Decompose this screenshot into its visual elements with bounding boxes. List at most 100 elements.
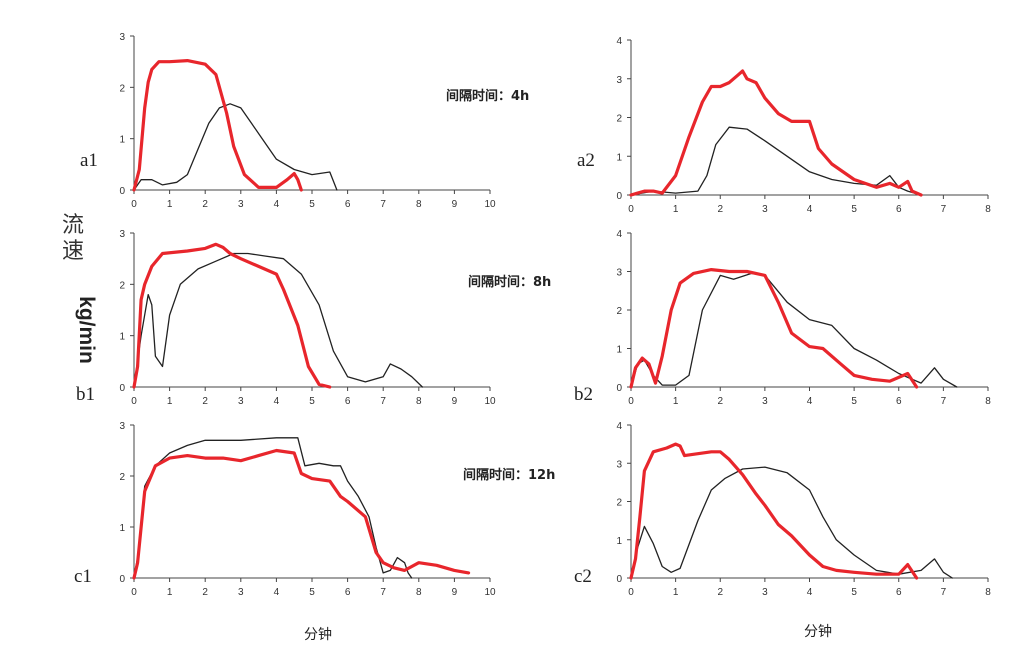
- x-axis-title-right: 分钟: [804, 623, 832, 640]
- x-tick-label: 0: [628, 396, 634, 407]
- x-tick-label: 2: [717, 587, 723, 598]
- panel-label-c1: c1: [74, 566, 92, 587]
- series-line-red: [132, 242, 332, 389]
- x-tick-label: 6: [345, 199, 351, 210]
- y-tick-label: 4: [616, 229, 622, 240]
- panel-label-a2: a2: [577, 150, 595, 171]
- panel-a1: 0 1 2 3 4 5 6 7 8 9 10 0 1 2 3 a1: [80, 32, 496, 210]
- x-tick-label: 2: [717, 396, 723, 407]
- y-title-char-2: 速: [62, 239, 84, 264]
- x-tick-label: 6: [896, 587, 902, 598]
- y-tick-label: 3: [119, 421, 125, 432]
- x-tick-label: 10: [484, 199, 496, 210]
- panel-label-b2: b2: [574, 384, 593, 405]
- x-tick-label: 6: [345, 587, 351, 598]
- x-tick-label: 7: [941, 587, 947, 598]
- x-axis-title-left: 分钟: [304, 626, 332, 643]
- y-tick-label: 3: [616, 75, 622, 86]
- panel-b1: 0 1 2 3 4 5 6 7 8 9 10 0 1 2 3 b1: [76, 229, 496, 407]
- series-line-black: [630, 272, 958, 388]
- x-tick-label: 2: [202, 587, 208, 598]
- x-tick-label: 0: [131, 199, 137, 210]
- x-tick-label: 6: [896, 204, 902, 215]
- x-tick-label: 6: [896, 396, 902, 407]
- series-line-red: [629, 69, 923, 197]
- y-tick-label: 1: [119, 523, 125, 534]
- x-tick-label: 3: [762, 587, 768, 598]
- x-tick-label: 2: [202, 199, 208, 210]
- y-tick-label: 3: [616, 459, 622, 470]
- x-tick-label: 5: [851, 396, 857, 407]
- x-tick-label: 0: [131, 587, 137, 598]
- x-tick-label: 5: [309, 396, 315, 407]
- x-tick-label: 0: [628, 587, 634, 598]
- x-tick-label: 5: [309, 199, 315, 210]
- x-tick-label: 8: [985, 587, 991, 598]
- y-tick-label: 3: [616, 268, 622, 279]
- interval-label-4h: 间隔时间：4h: [446, 88, 529, 104]
- x-tick-label: 1: [167, 199, 173, 210]
- x-tick-label: 4: [274, 396, 280, 407]
- y-tick-label: 1: [119, 135, 125, 146]
- x-tick-label: 10: [484, 587, 496, 598]
- y-tick-label: 4: [616, 36, 622, 47]
- panel-label-b1: b1: [76, 384, 95, 405]
- x-tick-label: 7: [380, 587, 386, 598]
- x-tick-label: 3: [762, 396, 768, 407]
- x-tick-label: 5: [309, 587, 315, 598]
- x-tick-label: 1: [673, 396, 679, 407]
- y-tick-label: 2: [119, 83, 125, 94]
- x-tick-label: 5: [851, 204, 857, 215]
- x-tick-label: 4: [807, 587, 813, 598]
- interval-label-8h: 间隔时间：8h: [468, 274, 551, 290]
- x-tick-label: 3: [238, 199, 244, 210]
- x-tick-label: 0: [628, 204, 634, 215]
- x-tick-label: 7: [941, 204, 947, 215]
- panel-c2: 0 1 2 3 4 5 6 7 8 0 1 2 3 4 c2: [574, 421, 991, 598]
- x-tick-label: 4: [274, 199, 280, 210]
- x-tick-label: 9: [452, 396, 458, 407]
- x-tick-label: 3: [238, 396, 244, 407]
- x-tick-label: 1: [673, 587, 679, 598]
- x-tick-label: 6: [345, 396, 351, 407]
- x-tick-label: 7: [941, 396, 947, 407]
- y-tick-label: 2: [616, 114, 622, 125]
- y-tick-label: 4: [616, 421, 622, 432]
- series-line-black: [630, 466, 953, 579]
- x-tick-label: 8: [416, 199, 422, 210]
- x-tick-label: 7: [380, 396, 386, 407]
- y-axis-unit: kg/min: [75, 296, 98, 364]
- y-tick-label: 1: [616, 345, 622, 356]
- y-tick-label: 1: [119, 332, 125, 343]
- series-line-red: [132, 59, 303, 192]
- y-tick-label: 0: [616, 191, 622, 202]
- series-line-red: [629, 268, 919, 389]
- panel-c1: 0 1 2 3 4 5 6 7 8 9 10 0 1 2 3 c1: [74, 421, 496, 598]
- y-tick-label: 2: [616, 306, 622, 317]
- interval-label-12h: 间隔时间：12h: [463, 467, 555, 483]
- y-tick-label: 0: [616, 383, 622, 394]
- y-tick-label: 2: [119, 280, 125, 291]
- x-tick-label: 2: [717, 204, 723, 215]
- x-tick-label: 2: [202, 396, 208, 407]
- x-tick-label: 10: [484, 396, 496, 407]
- y-tick-label: 2: [616, 498, 622, 509]
- panel-a2: 0 1 2 3 4 5 6 7 8 0 1 2 3 4 a2: [577, 36, 991, 215]
- y-tick-label: 3: [119, 229, 125, 240]
- x-tick-label: 8: [416, 587, 422, 598]
- y-tick-label: 1: [616, 152, 622, 163]
- y-tick-label: 0: [119, 383, 125, 394]
- series-line-red: [629, 442, 919, 580]
- series-line-black: [133, 252, 424, 388]
- x-tick-label: 4: [274, 587, 280, 598]
- x-tick-label: 9: [452, 587, 458, 598]
- x-tick-label: 8: [985, 204, 991, 215]
- panel-label-a1: a1: [80, 150, 98, 171]
- y-tick-label: 0: [119, 574, 125, 585]
- y-tick-label: 1: [616, 536, 622, 547]
- y-tick-label: 0: [616, 574, 622, 585]
- x-tick-label: 1: [167, 587, 173, 598]
- x-tick-label: 0: [131, 396, 137, 407]
- x-tick-label: 8: [985, 396, 991, 407]
